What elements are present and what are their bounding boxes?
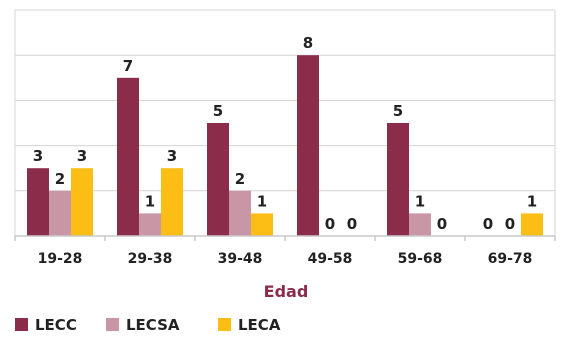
bar-lecc-59-68	[387, 123, 409, 236]
data-label: 3	[33, 147, 43, 165]
bar-leca-69-78	[521, 213, 543, 236]
legend: LECC LECSA LECA	[15, 316, 281, 334]
x-tick-label: 59-68	[398, 251, 443, 267]
bar-lecsa-19-28	[49, 190, 71, 236]
x-tick-label: 29-38	[128, 251, 173, 267]
data-label: 1	[257, 192, 267, 210]
x-tick-label: 69-78	[488, 251, 533, 267]
data-label: 2	[55, 170, 65, 188]
legend-swatch-lecsa	[106, 318, 119, 331]
bar-leca-39-48	[251, 213, 273, 236]
data-label: 1	[527, 192, 537, 210]
bar-lecc-49-58	[297, 55, 319, 237]
bar-lecc-39-48	[207, 123, 229, 236]
data-label: 7	[123, 57, 133, 75]
data-label: 1	[145, 192, 155, 210]
data-label: 3	[167, 147, 177, 165]
data-label: 1	[415, 192, 425, 210]
data-label: 0	[483, 215, 493, 233]
x-axis	[14, 235, 556, 241]
legend-label-lecc: LECC	[35, 316, 77, 334]
bar-lecsa-29-38	[139, 213, 161, 236]
data-label: 5	[213, 102, 223, 120]
bar-lecsa-39-48	[229, 190, 251, 236]
data-label: 0	[437, 215, 447, 233]
bar-lecsa-59-68	[409, 213, 431, 236]
x-tick-labels: 19-28 29-38 39-48 49-58 59-68 69-78	[38, 251, 533, 267]
bar-lecc-19-28	[27, 168, 49, 236]
x-tick-label: 19-28	[38, 251, 83, 267]
bar-leca-19-28	[71, 168, 93, 236]
bars	[27, 55, 543, 237]
bar-lecc-29-38	[117, 77, 139, 236]
data-label: 5	[393, 102, 403, 120]
x-tick-label: 39-48	[218, 251, 263, 267]
data-label: 0	[505, 215, 515, 233]
data-label: 2	[235, 170, 245, 188]
legend-label-leca: LECA	[238, 316, 281, 334]
legend-label-lecsa: LECSA	[126, 316, 180, 334]
bar-leca-29-38	[161, 168, 183, 236]
data-label: 8	[303, 34, 313, 52]
x-tick-label: 49-58	[308, 251, 353, 267]
legend-swatch-lecc	[15, 318, 28, 331]
gridlines	[14, 9, 556, 237]
data-label: 0	[325, 215, 335, 233]
data-label: 3	[77, 147, 87, 165]
x-axis-title: Edad	[264, 282, 309, 301]
data-label: 0	[347, 215, 357, 233]
legend-swatch-leca	[218, 318, 231, 331]
